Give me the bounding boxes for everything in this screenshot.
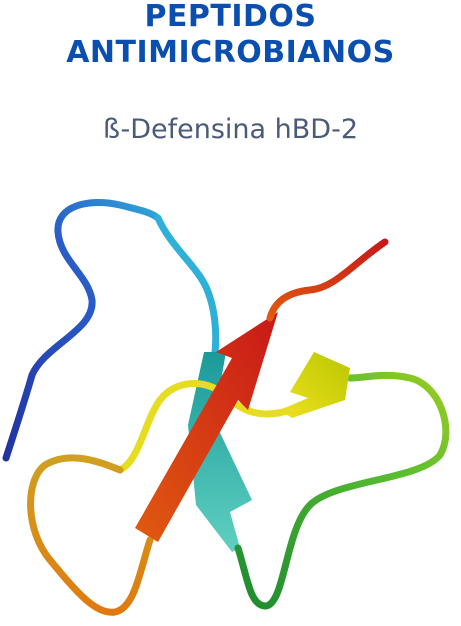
coil xyxy=(2,199,162,462)
coil xyxy=(27,454,154,616)
coil xyxy=(116,380,294,474)
subtitle: ß-Defensina hBD-2 xyxy=(102,114,359,145)
coil xyxy=(234,371,450,610)
coil xyxy=(266,238,389,322)
coil xyxy=(154,214,220,364)
beta-strand xyxy=(188,352,252,552)
beta-strand xyxy=(135,312,278,542)
beta-strand xyxy=(280,352,350,418)
title-line: ANTIMICROBIANOS xyxy=(66,35,395,70)
title-line: PEPTIDOS xyxy=(144,0,317,34)
